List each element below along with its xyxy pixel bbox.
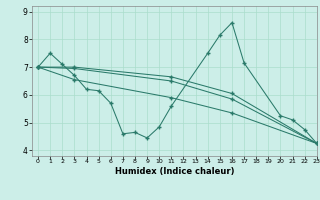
X-axis label: Humidex (Indice chaleur): Humidex (Indice chaleur) (115, 167, 234, 176)
